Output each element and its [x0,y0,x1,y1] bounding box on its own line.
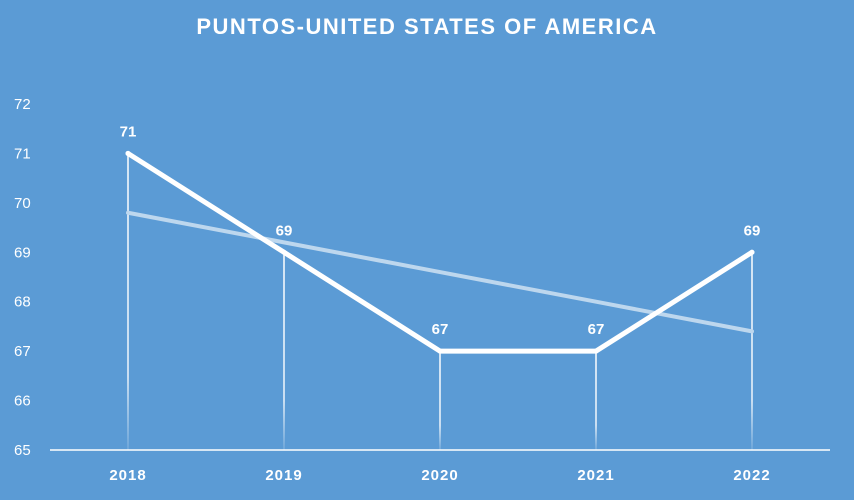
trendline [126,210,754,334]
data-label: 71 [120,123,137,140]
x-tick-label: 2021 [577,467,614,484]
chart-title: PUNTOS-UNITED STATES OF AMERICA [196,14,658,39]
data-point [593,348,599,354]
x-tick-label: 2020 [421,467,458,484]
drop-line [283,252,285,450]
y-tick-label: 70 [14,195,31,212]
drop-line [595,351,597,450]
data-label: 67 [432,321,449,338]
y-tick-label: 66 [14,393,31,410]
data-point [437,348,443,354]
x-tick-label: 2018 [109,467,146,484]
y-tick-label: 67 [14,343,31,360]
data-label: 67 [588,321,605,338]
data-label: 69 [276,222,293,239]
drop-line [439,351,441,450]
data-label: 69 [744,222,761,239]
y-tick-label: 68 [14,294,31,311]
data-point [749,249,755,255]
y-tick-label: 69 [14,244,31,261]
y-tick-label: 71 [14,145,31,162]
y-tick-label: 65 [14,442,31,459]
x-tick-label: 2022 [733,467,770,484]
drop-line [751,252,753,450]
data-point [281,249,287,255]
data-point [125,150,131,156]
x-tick-label: 2019 [265,467,302,484]
y-tick-label: 72 [14,96,31,113]
drop-line [127,153,129,450]
